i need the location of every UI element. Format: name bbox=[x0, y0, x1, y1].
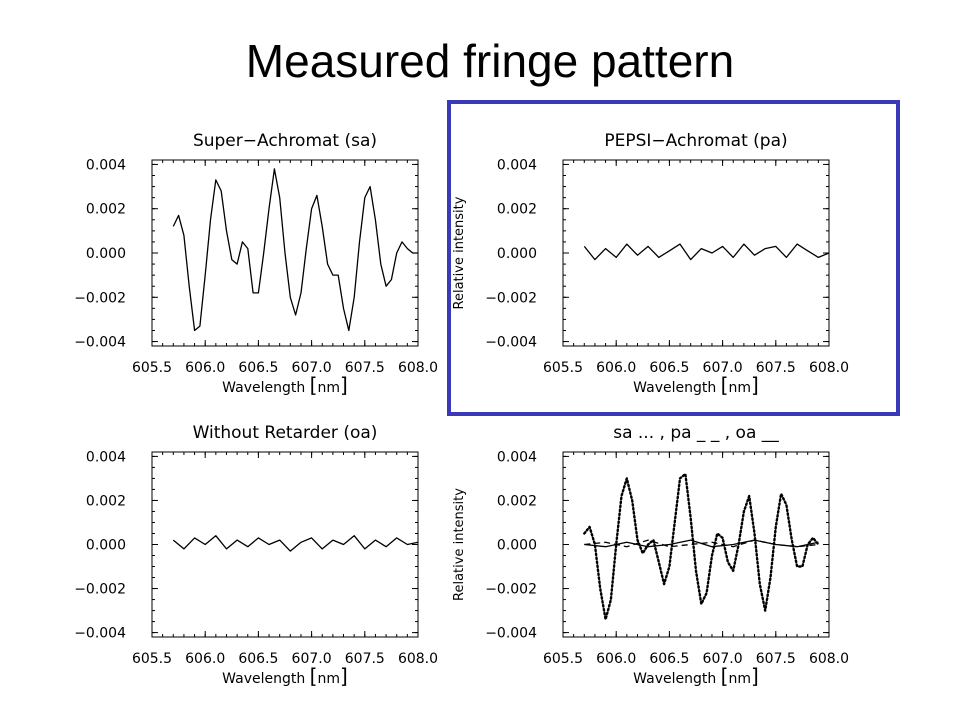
x-axis-unit-bracket: ] bbox=[751, 664, 759, 688]
series-line-pa bbox=[583, 243, 830, 261]
series-line-sa bbox=[583, 472, 820, 621]
chart-title: sa ... , pa _ _ , oa __ bbox=[613, 423, 779, 443]
x-tick-label: 607.0 bbox=[292, 651, 332, 667]
y-tick-label: 0.002 bbox=[86, 202, 126, 218]
x-axis-unit-bracket: [ bbox=[721, 373, 729, 397]
x-tick-label: 608.0 bbox=[809, 651, 849, 667]
x-tick-label: 608.0 bbox=[398, 360, 438, 376]
x-tick-label: 606.0 bbox=[185, 360, 225, 376]
x-axis-unit: nm bbox=[728, 380, 751, 396]
x-tick-label: 605.5 bbox=[543, 360, 583, 376]
x-axis-label-text: Wavelength bbox=[633, 671, 721, 687]
x-tick-label: 605.5 bbox=[543, 651, 583, 667]
highlight-box bbox=[447, 100, 900, 416]
y-tick-label: 0.000 bbox=[86, 246, 126, 262]
series-line-oa bbox=[172, 535, 419, 552]
chart-panel-pa: 605.5 606.0 606.5 607.0 607.5 608.0 0.004 0.002… bbox=[452, 131, 849, 397]
y-tick-label: −0.004 bbox=[485, 335, 537, 351]
x-axis-unit: nm bbox=[728, 671, 751, 687]
x-axis-unit: nm bbox=[317, 380, 340, 396]
y-tick-label: −0.004 bbox=[485, 626, 537, 642]
y-tick-label: −0.004 bbox=[74, 335, 126, 351]
x-axis-label-text: Wavelength bbox=[222, 380, 310, 396]
y-tick-label: 0.000 bbox=[497, 246, 537, 262]
x-tick-label: 607.5 bbox=[756, 651, 796, 667]
x-tick-label: 606.5 bbox=[649, 360, 689, 376]
x-tick-label: 606.0 bbox=[185, 651, 225, 667]
x-tick-label: 605.5 bbox=[132, 651, 172, 667]
x-tick-label: 607.5 bbox=[756, 360, 796, 376]
y-tick-label: 0.000 bbox=[497, 538, 537, 554]
y-tick-label: −0.002 bbox=[74, 290, 126, 306]
x-tick-label: 606.0 bbox=[596, 360, 636, 376]
x-axis-unit: nm bbox=[317, 671, 340, 687]
chart-title: Super−Achromat (sa) bbox=[193, 131, 377, 151]
y-tick-label: 0.002 bbox=[86, 493, 126, 509]
x-tick-label: 606.5 bbox=[238, 651, 278, 667]
y-tick-label: −0.002 bbox=[485, 290, 537, 306]
plot-frame bbox=[151, 451, 419, 638]
series-line-oa bbox=[584, 539, 819, 548]
x-axis-label: Wavelength [nm] bbox=[222, 373, 348, 397]
x-tick-label: 608.0 bbox=[809, 360, 849, 376]
x-axis-unit-bracket: ] bbox=[340, 373, 348, 397]
y-tick-label: 0.004 bbox=[497, 157, 537, 173]
y-tick-label: 0.004 bbox=[86, 449, 126, 465]
x-tick-label: 607.5 bbox=[345, 360, 385, 376]
x-axis-label: Wavelength [nm] bbox=[633, 373, 759, 397]
chart-panel-oa: 605.5 606.0 606.5 607.0 607.5 608.0 0.004 0.002… bbox=[74, 423, 438, 688]
y-axis-label: Relative intensity bbox=[452, 196, 467, 309]
x-axis-label-text: Wavelength bbox=[222, 671, 310, 687]
y-tick-label: 0.004 bbox=[86, 157, 126, 173]
x-tick-label: 607.0 bbox=[292, 360, 332, 376]
chart-title: Without Retarder (oa) bbox=[193, 423, 378, 443]
slide-title: Measured fringe pattern bbox=[245, 35, 735, 87]
x-tick-label: 605.5 bbox=[132, 360, 172, 376]
y-tick-label: −0.004 bbox=[74, 626, 126, 642]
chart-panel-comparison: 605.5 606.0 606.5 607.0 607.5 608.0 0.004 0.002… bbox=[452, 423, 849, 688]
x-tick-label: 607.5 bbox=[345, 651, 385, 667]
y-tick-label: 0.002 bbox=[497, 493, 537, 509]
series-line-sa bbox=[172, 168, 418, 332]
x-tick-label: 606.5 bbox=[238, 360, 278, 376]
x-axis-unit-bracket: ] bbox=[751, 373, 759, 397]
x-axis-unit-bracket: ] bbox=[340, 664, 348, 688]
y-tick-label: 0.004 bbox=[497, 449, 537, 465]
x-axis-unit-bracket: [ bbox=[310, 373, 318, 397]
plot-frame bbox=[562, 159, 830, 347]
chart-title: PEPSI−Achromat (pa) bbox=[604, 131, 787, 151]
y-tick-label: −0.002 bbox=[74, 582, 126, 598]
x-tick-label: 607.0 bbox=[703, 651, 743, 667]
x-axis-label-text: Wavelength bbox=[633, 380, 721, 396]
y-axis-label: Relative intensity bbox=[452, 488, 467, 601]
x-axis-label: Wavelength [nm] bbox=[222, 664, 348, 688]
y-tick-label: −0.002 bbox=[485, 582, 537, 598]
x-tick-label: 607.0 bbox=[703, 360, 743, 376]
x-tick-label: 606.0 bbox=[596, 651, 636, 667]
x-tick-label: 606.5 bbox=[649, 651, 689, 667]
y-tick-label: 0.002 bbox=[497, 202, 537, 218]
x-tick-label: 608.0 bbox=[398, 651, 438, 667]
y-tick-label: 0.000 bbox=[86, 538, 126, 554]
x-axis-label: Wavelength [nm] bbox=[633, 664, 759, 688]
chart-panel-sa: 605.5 606.0 606.5 607.0 607.5 608.0 0.004 0.002… bbox=[74, 131, 438, 397]
x-axis-unit-bracket: [ bbox=[310, 664, 318, 688]
x-axis-unit-bracket: [ bbox=[721, 664, 729, 688]
